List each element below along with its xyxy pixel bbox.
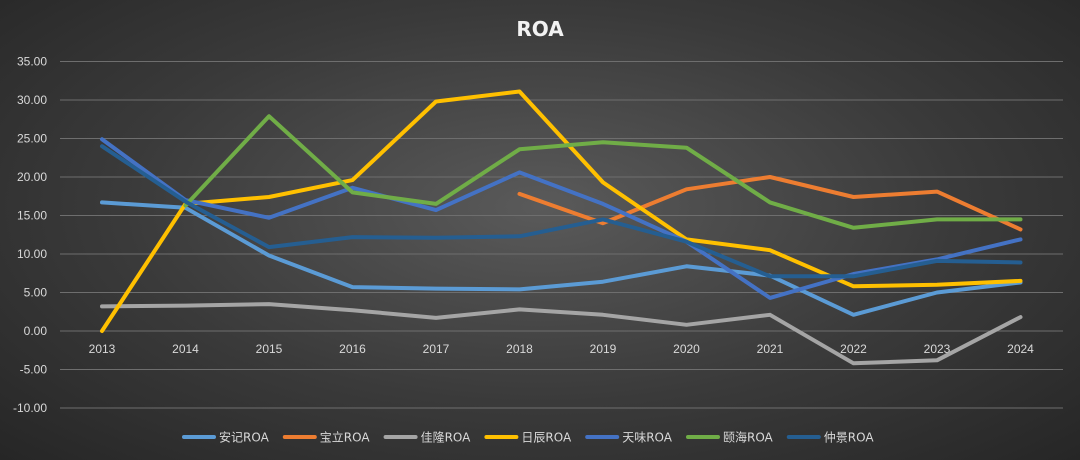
x-tick-label: 2020 xyxy=(673,342,700,356)
series-line-4 xyxy=(100,89,1023,333)
x-tick-label: 2014 xyxy=(172,342,199,356)
legend-item: 仲景ROA xyxy=(786,431,875,445)
gridlines xyxy=(60,61,1063,409)
series-line-2 xyxy=(517,175,1023,232)
series-line-1 xyxy=(100,200,1023,317)
y-axis-ticks: 35.00 30.00 25.00 20.00 15.00 10.00 5.00 0.00 -5… xyxy=(13,55,47,416)
legend-item: 宝立ROA xyxy=(282,430,371,445)
y-tick-label: -10.00 xyxy=(13,401,47,415)
y-tick-label: 5.00 xyxy=(24,286,48,300)
y-tick-label: 35.00 xyxy=(17,55,47,69)
legend-label: 仲景ROA xyxy=(824,431,875,445)
x-tick-label: 2015 xyxy=(256,342,283,356)
series-lines xyxy=(100,89,1023,366)
y-tick-label: 20.00 xyxy=(17,170,47,184)
legend-label: 日辰ROA xyxy=(521,431,572,445)
legend-item: 日辰ROA xyxy=(484,431,572,445)
y-tick-label: 30.00 xyxy=(17,93,47,107)
x-tick-label: 2018 xyxy=(506,342,533,356)
x-tick-label: 2024 xyxy=(1007,342,1034,356)
series-line-6 xyxy=(183,114,1023,230)
legend-label: 颐海ROA xyxy=(723,430,774,445)
legend-label: 天味ROA xyxy=(622,431,673,445)
legend-item: 佳隆ROA xyxy=(383,430,472,445)
legend-label: 安记ROA xyxy=(219,430,270,445)
legend-item: 颐海ROA xyxy=(685,430,774,445)
legend-label: 佳隆ROA xyxy=(421,430,472,445)
x-tick-label: 2021 xyxy=(757,342,784,356)
series-line-5 xyxy=(100,137,1023,300)
y-tick-label: 25.00 xyxy=(17,132,47,146)
legend-item: 天味ROA xyxy=(585,431,673,445)
y-tick-label: 15.00 xyxy=(17,209,47,223)
y-tick-label: -5.00 xyxy=(20,363,48,377)
y-tick-label: 10.00 xyxy=(17,247,47,261)
legend-item: 安记ROA xyxy=(182,430,270,445)
legend-label: 宝立ROA xyxy=(320,430,371,445)
series-line-3 xyxy=(100,302,1023,366)
x-tick-label: 2023 xyxy=(924,342,951,356)
chart-title: ROA xyxy=(516,17,564,41)
x-tick-label: 2016 xyxy=(339,342,366,356)
x-tick-label: 2019 xyxy=(590,342,617,356)
legend: 安记ROA 宝立ROA 佳隆ROA 日辰ROA 天味ROA 颐海ROA 仲景ROA xyxy=(182,430,875,445)
x-axis-ticks: 2013 2014 2015 2016 2017 2018 2019 2020 2021 2022… xyxy=(89,342,1035,356)
series-line-7 xyxy=(100,144,1023,279)
x-tick-label: 2017 xyxy=(423,342,450,356)
x-tick-label: 2022 xyxy=(840,342,867,356)
y-tick-label: 0.00 xyxy=(24,324,48,338)
x-tick-label: 2013 xyxy=(89,342,116,356)
